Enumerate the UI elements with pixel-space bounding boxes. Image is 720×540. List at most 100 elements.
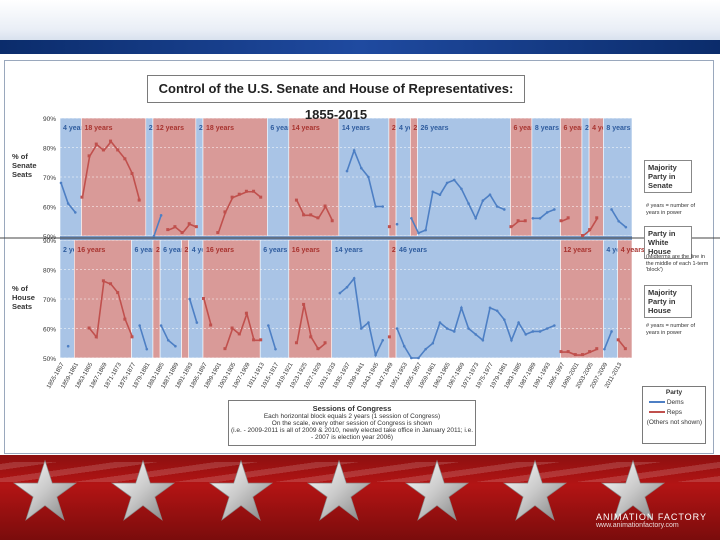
senate-dems-point-54	[445, 181, 449, 185]
senate-reps-point-19	[194, 225, 198, 229]
house-reps-point-21	[209, 323, 213, 327]
senate-reps-line-3	[296, 200, 334, 222]
legend-dems-label: Dems	[666, 399, 684, 406]
legend-reps-label: Reps	[666, 409, 682, 416]
house-dems-point-52	[431, 341, 435, 345]
senate-dems-point-45	[381, 205, 385, 208]
senate-dems-point-56	[460, 187, 463, 191]
senate-dems-point-1	[66, 202, 70, 205]
house-dems-point-42	[360, 327, 363, 330]
house-reps-point-74	[588, 350, 592, 354]
senate-reps-point-25	[237, 192, 241, 196]
senate-reps-point-18	[187, 222, 191, 226]
senate-reps-point-7	[109, 139, 113, 143]
star-icon	[110, 458, 176, 524]
senate-dems-point-66	[531, 217, 535, 220]
house-reps-point-26	[244, 311, 248, 315]
house-years-note: # years = number of years in power	[646, 323, 696, 336]
senate-dems-point-47	[395, 222, 399, 226]
senate-reps-point-15	[166, 228, 170, 232]
house-dems-point-18	[188, 297, 191, 301]
house-block-label-8: 6 years	[263, 247, 287, 254]
house-reps-point-71	[566, 350, 570, 354]
house-reps-point-4	[87, 326, 91, 330]
majority-house-label: Majority Party in House	[644, 285, 692, 318]
house-ytick-0: 90%	[43, 238, 56, 245]
senate-reps-point-37	[323, 204, 327, 208]
house-reps-point-27	[252, 338, 256, 342]
senate-reps-point-23	[223, 210, 227, 214]
house-dems-point-11	[138, 324, 141, 327]
house-ytick-3: 60%	[43, 327, 56, 334]
senate-block-label-15: 6 years	[564, 125, 588, 132]
party-legend-title: Party	[665, 389, 683, 396]
legend-dems: Dems	[649, 399, 705, 406]
senate-reps-point-71	[566, 216, 570, 220]
house-dems-point-53	[438, 321, 442, 324]
senate-dems-line-4	[410, 178, 505, 235]
house-block-7	[202, 239, 261, 359]
senate-ytick-1: 80%	[43, 146, 56, 153]
senate-years-note: # years = number of years in power	[646, 203, 696, 216]
house-dems-line-3	[188, 298, 198, 323]
senate-reps-point-36	[316, 216, 320, 220]
house-block-label-9: 16 years	[292, 247, 320, 254]
senate-dems-point-14	[159, 214, 163, 217]
house-reps-point-10	[130, 335, 134, 339]
senate-reps-point-26	[244, 189, 248, 193]
house-block-label-1: 16 years	[77, 247, 105, 254]
sessions-line-3: (i.e. - 2009-2011 is all of 2009 & 2010,…	[230, 427, 474, 441]
chart-title: Control of the U.S. Senate and House of …	[158, 81, 514, 122]
house-dems-point-1	[66, 344, 70, 348]
senate-dems-point-53	[438, 193, 442, 196]
house-reps-point-46	[387, 335, 391, 339]
house-block-label-2: 6 years	[135, 247, 159, 254]
house-block-4	[159, 239, 182, 359]
senate-dems-point-58	[474, 217, 478, 220]
senate-reps-point-11	[137, 198, 141, 202]
senate-reps-point-35	[309, 213, 313, 217]
senate-dems-point-2	[74, 211, 77, 214]
senate-dems-point-40	[345, 169, 349, 173]
senate-reps-point-17	[180, 231, 184, 235]
senate-reps-point-70	[559, 219, 563, 223]
house-dems-point-50	[417, 356, 420, 360]
house-reps-point-34	[302, 302, 306, 306]
senate-block-label-2: 2	[149, 125, 153, 132]
senate-dems-point-42	[360, 166, 363, 170]
party-legend: Party Dems Reps (Others not shown)	[642, 386, 706, 444]
house-reps-point-7	[109, 282, 113, 286]
house-block-label-4: 6 years	[163, 247, 187, 254]
senate-reps-point-8	[116, 148, 120, 152]
house-dems-point-45	[381, 339, 385, 342]
senate-block-label-1: 18 years	[84, 125, 112, 132]
senate-dems-point-51	[424, 228, 427, 232]
senate-dems-point-78	[617, 219, 620, 223]
house-reps-point-6	[101, 279, 105, 283]
senate-block-label-12: 26 years	[421, 125, 449, 132]
house-reps-point-28	[259, 338, 263, 342]
house-ytick-4: 50%	[43, 356, 56, 363]
senate-block-label-13: 6 years	[513, 125, 537, 132]
senate-reps-point-10	[130, 172, 134, 176]
star-icon	[208, 458, 274, 524]
senate-block-label-3: 12 years	[156, 125, 184, 132]
house-dems-point-12	[145, 347, 149, 351]
senate-dems-point-43	[367, 175, 370, 179]
logo-text: ANIMATION FACTORY	[596, 512, 708, 522]
house-dems-point-64	[517, 321, 520, 324]
house-dems-point-51	[424, 347, 427, 351]
house-dems-point-49	[410, 356, 413, 360]
midterm-note: (Midterms are the line in the middle of …	[646, 254, 709, 273]
star-icon	[404, 458, 470, 524]
house-dems-point-44	[374, 353, 377, 357]
house-reps-point-9	[123, 317, 127, 321]
house-reps-point-36	[316, 347, 320, 351]
star-icon	[306, 458, 372, 524]
house-dems-point-61	[495, 309, 499, 313]
senate-ytick-2: 70%	[43, 175, 56, 182]
white-house-label: Party in White House	[644, 226, 692, 259]
house-reps-point-72	[573, 353, 577, 357]
senate-dems-point-13	[152, 234, 156, 238]
senate-reps-point-64	[516, 219, 520, 223]
